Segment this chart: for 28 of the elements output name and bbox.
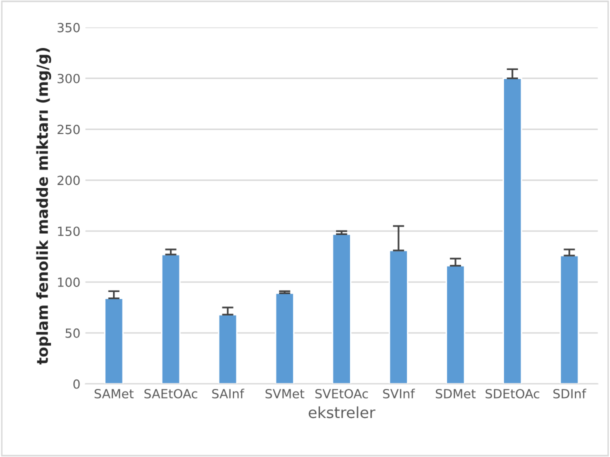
x-tick-label: SVInf	[383, 388, 416, 398]
bar	[560, 254, 580, 384]
y-tick-label: 200	[58, 176, 80, 186]
y-tick-label: 0	[73, 379, 80, 389]
bar	[446, 265, 466, 384]
x-tick-label: SAInf	[212, 388, 244, 398]
bar	[502, 78, 522, 384]
x-tick-label: SDMet	[436, 388, 476, 398]
bar	[274, 292, 294, 384]
bar	[104, 298, 124, 384]
bar	[160, 254, 181, 384]
bar	[332, 233, 352, 384]
y-tick-label: 100	[58, 278, 80, 287]
y-tick-label: 350	[58, 22, 80, 32]
x-tick-label: SAMet	[94, 388, 134, 398]
y-tick-label: 50	[66, 328, 80, 338]
y-tick-label: 300	[58, 74, 80, 84]
x-axis-title: ekstreler	[308, 406, 376, 418]
x-tick-label: SVMet	[266, 388, 304, 398]
y-axis-title: toplam fenolik madde miktarı (mg/g)	[36, 48, 52, 364]
x-tick-label: SVEtOAc	[315, 388, 368, 398]
y-tick-label: 250	[58, 124, 80, 134]
bar	[218, 314, 238, 384]
y-tick-label: 150	[58, 226, 80, 236]
bar	[388, 250, 408, 384]
x-tick-label: SAEtOAc	[144, 388, 198, 398]
x-tick-label: SDInf	[553, 388, 586, 398]
x-tick-label: SDEtOAc	[486, 388, 540, 398]
